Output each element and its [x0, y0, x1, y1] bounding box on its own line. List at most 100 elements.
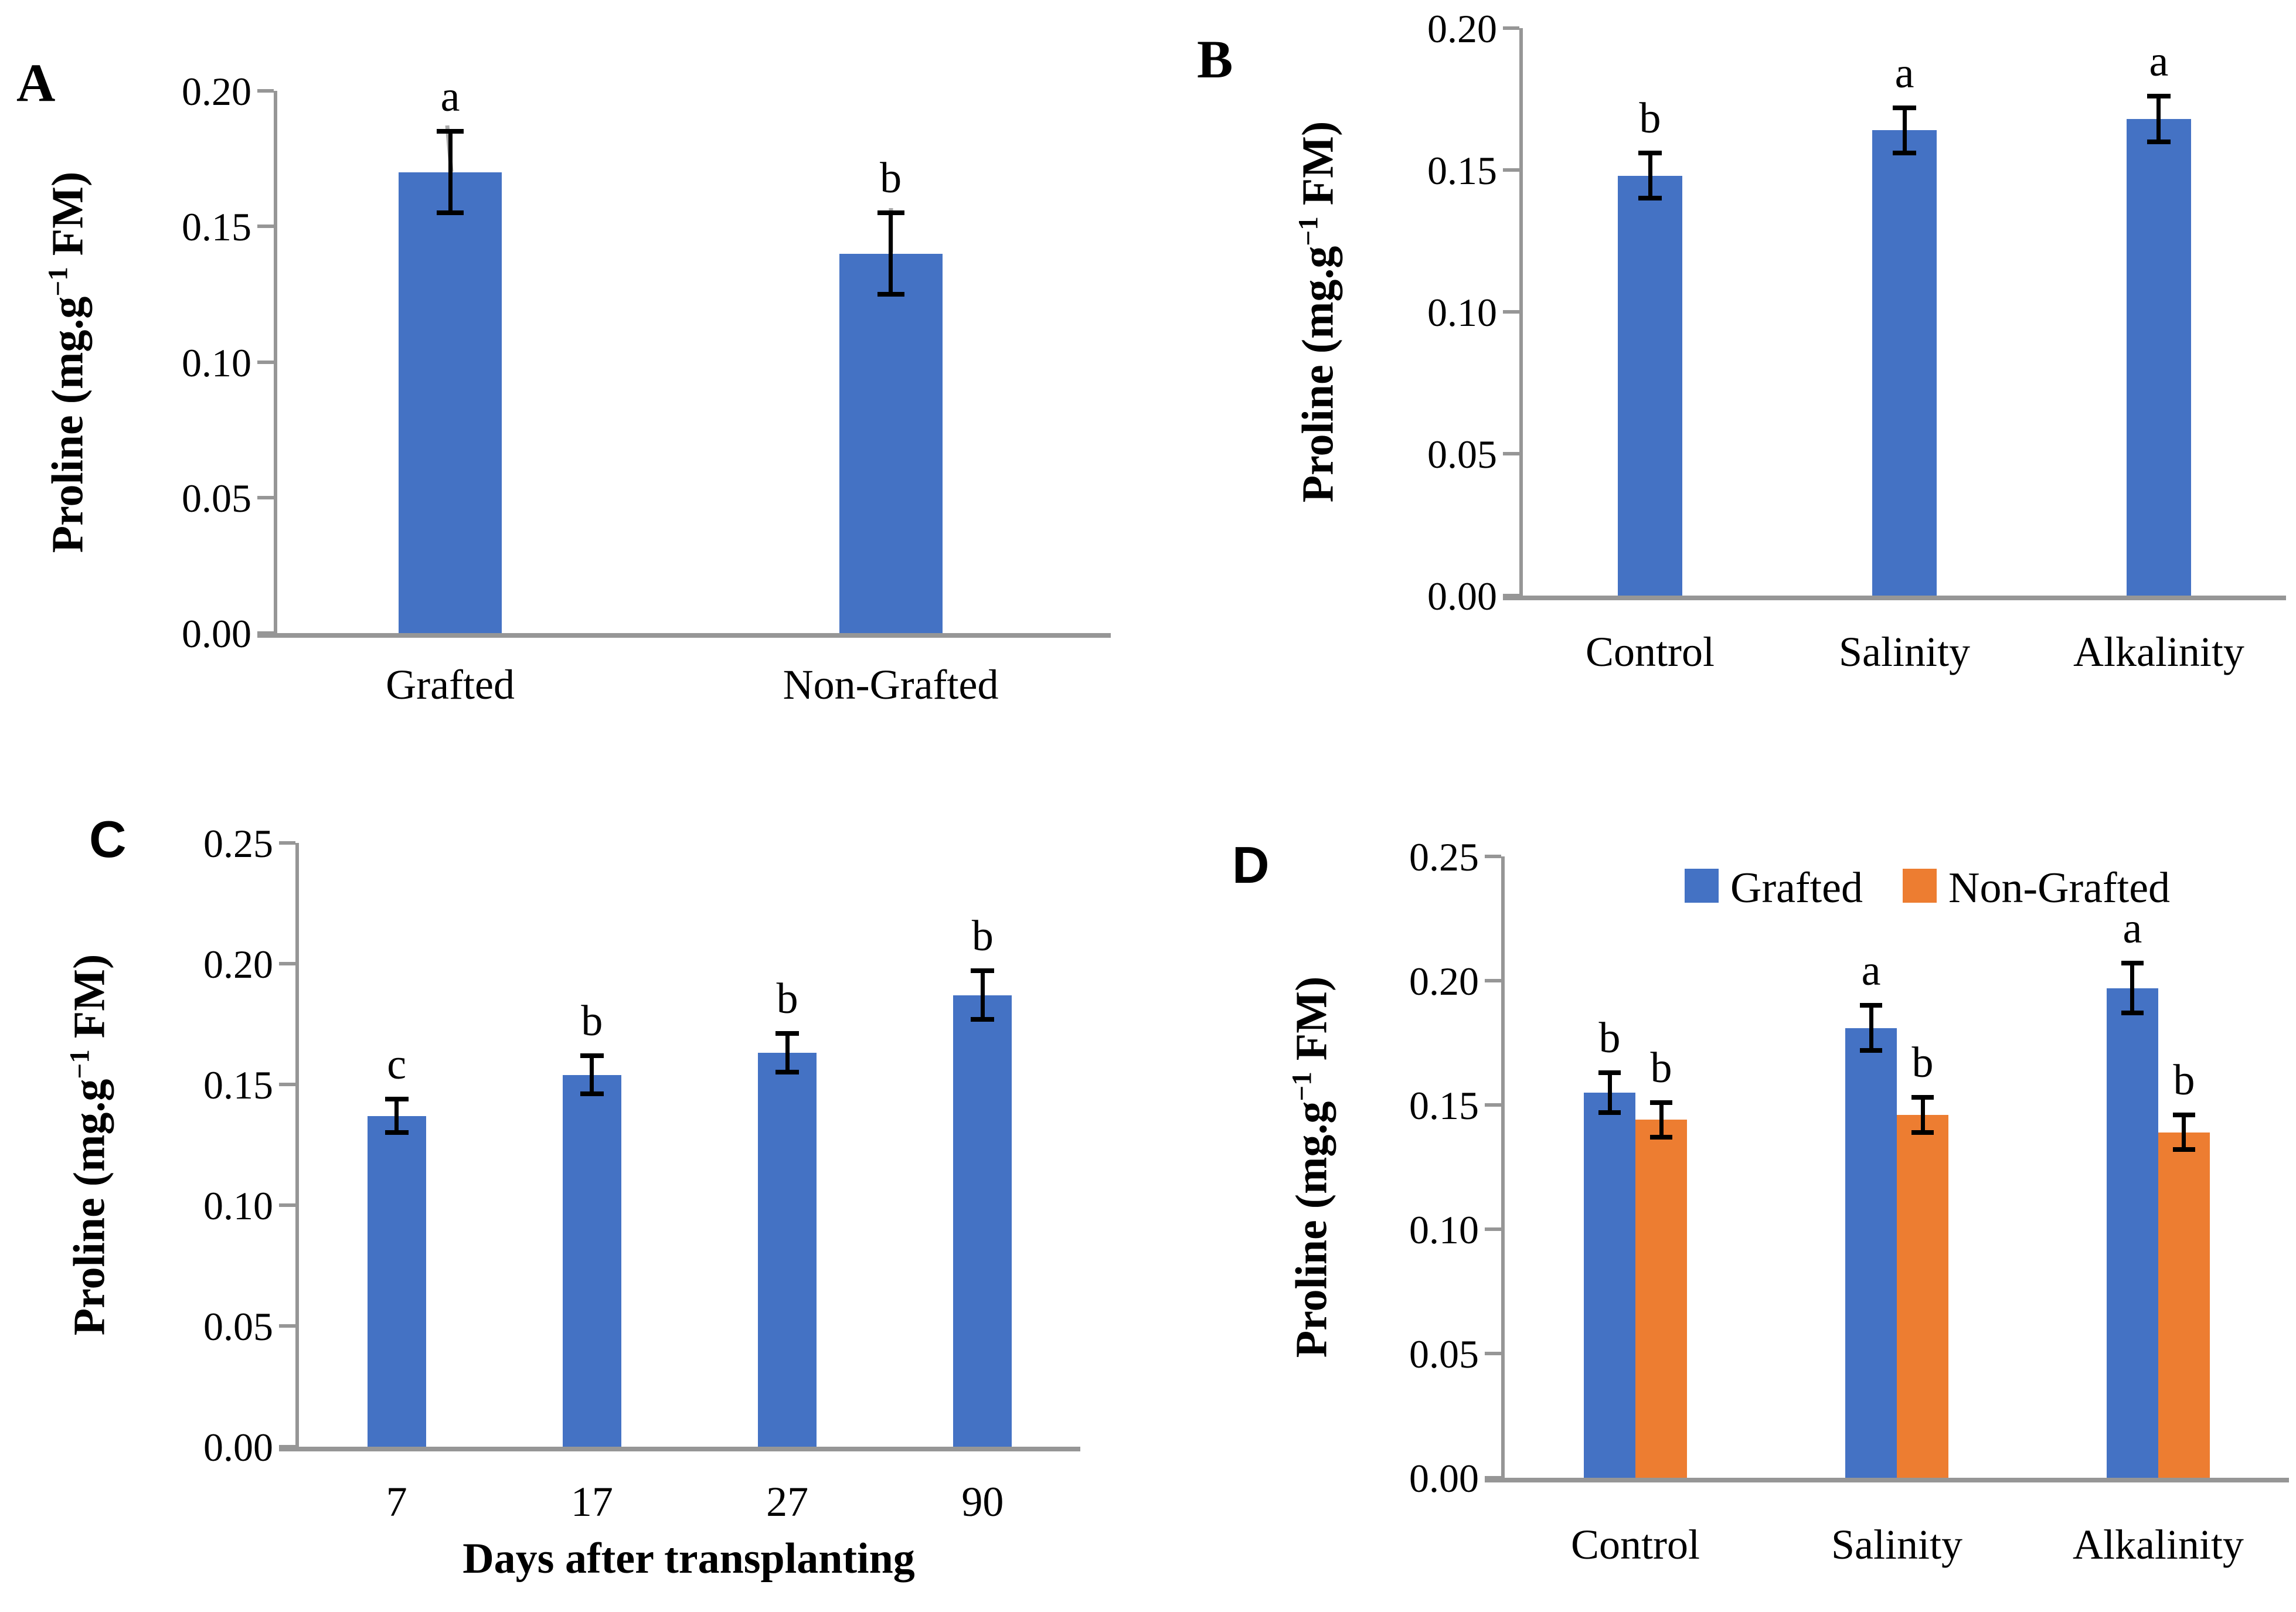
- legend-label-grafted: Grafted: [1730, 864, 1863, 912]
- error-bar-vline: [1607, 1072, 1612, 1113]
- error-bar-vline: [1659, 1102, 1664, 1138]
- significance-letter: b: [776, 975, 798, 1023]
- error-bar-cap: [1638, 196, 1662, 201]
- y-axis-title-text: Proline (mg.g: [1293, 246, 1343, 503]
- error-bar-cap: [1860, 1003, 1882, 1008]
- error-bar-cap: [877, 291, 904, 297]
- significance-letter: b: [2173, 1056, 2195, 1104]
- error-bar-cap: [437, 210, 464, 216]
- y-tick-mark: [1485, 979, 1501, 982]
- error-bar-cap: [1598, 1070, 1621, 1075]
- y-tick-label: 0.15: [1409, 1083, 1479, 1128]
- error-bar-cap: [1598, 1110, 1621, 1115]
- y-tick-label: 0.10: [182, 340, 251, 385]
- error-bar-cap: [385, 1096, 409, 1101]
- bar: [1897, 1114, 1948, 1478]
- bar: [1618, 175, 1683, 596]
- error-bar-cap: [2121, 961, 2144, 966]
- error-bar-cap: [2121, 1011, 2144, 1016]
- error-bar-cap: [2172, 1147, 2195, 1152]
- y-tick-label: 0.10: [203, 1184, 273, 1228]
- error-bar-vline: [889, 213, 893, 294]
- y-tick-label: 0.05: [203, 1304, 273, 1349]
- x-axis-line: [1503, 596, 2286, 600]
- y-tick-label: 0.10: [1409, 1208, 1479, 1252]
- category-label: Control: [1571, 1521, 1700, 1568]
- error-bar-vline: [1869, 1005, 1873, 1050]
- y-tick-mark: [257, 89, 274, 93]
- category-label: Non-Grafted: [783, 661, 999, 708]
- significance-letter: b: [1911, 1039, 1934, 1087]
- significance-letter: b: [1650, 1043, 1672, 1092]
- y-axis-line: [1501, 856, 1505, 1480]
- category-label: Salinity: [1831, 1521, 1962, 1568]
- y-tick-label: 0.20: [1409, 959, 1479, 1004]
- bar: [367, 1116, 426, 1447]
- y-tick-mark: [279, 841, 295, 845]
- significance-letter: b: [1598, 1014, 1621, 1062]
- error-bar-vline: [2130, 963, 2135, 1014]
- significance-letter: a: [2122, 904, 2142, 953]
- error-bar-vline: [448, 131, 453, 213]
- significance-letter: c: [387, 1040, 407, 1089]
- y-axis-title-suffix: FM): [1293, 121, 1343, 217]
- significance-letter: b: [1639, 94, 1661, 142]
- y-tick-label: 0.20: [182, 69, 251, 114]
- y-tick-label: 0.20: [203, 942, 273, 987]
- y-tick-mark: [1503, 310, 1519, 314]
- legend-swatch-non-grafted: [1903, 869, 1937, 903]
- x-axis-line: [257, 633, 1111, 638]
- y-tick-label: 0.10: [1427, 290, 1497, 335]
- significance-letter: b: [581, 997, 603, 1045]
- panel-b-label: B: [1197, 29, 1233, 89]
- error-bar-cap: [1860, 1048, 1882, 1053]
- significance-letter: a: [1894, 49, 1914, 97]
- category-label: Control: [1586, 628, 1715, 675]
- y-tick-label: 0.25: [1409, 835, 1479, 879]
- error-bar-vline: [1920, 1097, 1925, 1133]
- bar: [2158, 1132, 2210, 1478]
- error-bar-vline: [785, 1033, 790, 1073]
- error-bar-cap: [2147, 139, 2171, 144]
- bar: [839, 253, 943, 633]
- y-tick-label: 0.00: [203, 1425, 273, 1470]
- error-bar-cap: [1893, 150, 1916, 155]
- bar: [399, 172, 502, 633]
- error-bar-cap: [580, 1053, 604, 1058]
- y-axis-title-suffix: FM): [43, 171, 93, 267]
- y-tick-mark: [1503, 452, 1519, 455]
- error-bar-cap: [1911, 1130, 1934, 1135]
- category-label: Alkalinity: [2072, 1521, 2244, 1568]
- y-tick-mark: [1485, 855, 1501, 858]
- y-tick-mark: [1503, 26, 1519, 30]
- y-tick-label: 0.05: [182, 475, 251, 521]
- y-axis-title-superscript: −1: [1287, 1072, 1318, 1101]
- category-label: Alkalinity: [2073, 628, 2244, 675]
- significance-letter: a: [440, 73, 460, 121]
- y-axis-title-suffix: FM): [64, 954, 114, 1050]
- y-tick-label: 0.25: [203, 821, 273, 866]
- y-axis-line: [274, 91, 277, 635]
- error-bar-vline: [980, 971, 985, 1019]
- y-tick-mark: [1485, 1352, 1501, 1355]
- y-tick-label: 0.20: [1427, 6, 1497, 51]
- bar: [1584, 1092, 1636, 1478]
- panel-c-label: C: [89, 810, 127, 868]
- panel-c-y-axis-title: Proline (mg.g−1 FM): [64, 954, 114, 1336]
- y-axis-title-superscript: −1: [43, 267, 74, 297]
- legend-swatch-grafted: [1685, 869, 1719, 903]
- panel-b-y-axis-title: Proline (mg.g−1 FM): [1293, 121, 1343, 503]
- error-bar-cap: [1893, 105, 1916, 110]
- error-bar-vline: [590, 1055, 594, 1094]
- y-tick-mark: [257, 225, 274, 229]
- error-bar-cap: [1638, 150, 1662, 155]
- y-tick-label: 0.15: [182, 205, 251, 250]
- category-label: Grafted: [386, 661, 515, 708]
- error-bar-cap: [1650, 1100, 1673, 1105]
- bar: [953, 995, 1012, 1447]
- y-tick-label: 0.05: [1427, 432, 1497, 477]
- error-bar-cap: [1650, 1135, 1673, 1140]
- panel-c-x-axis-title: Days after transplanting: [462, 1535, 915, 1583]
